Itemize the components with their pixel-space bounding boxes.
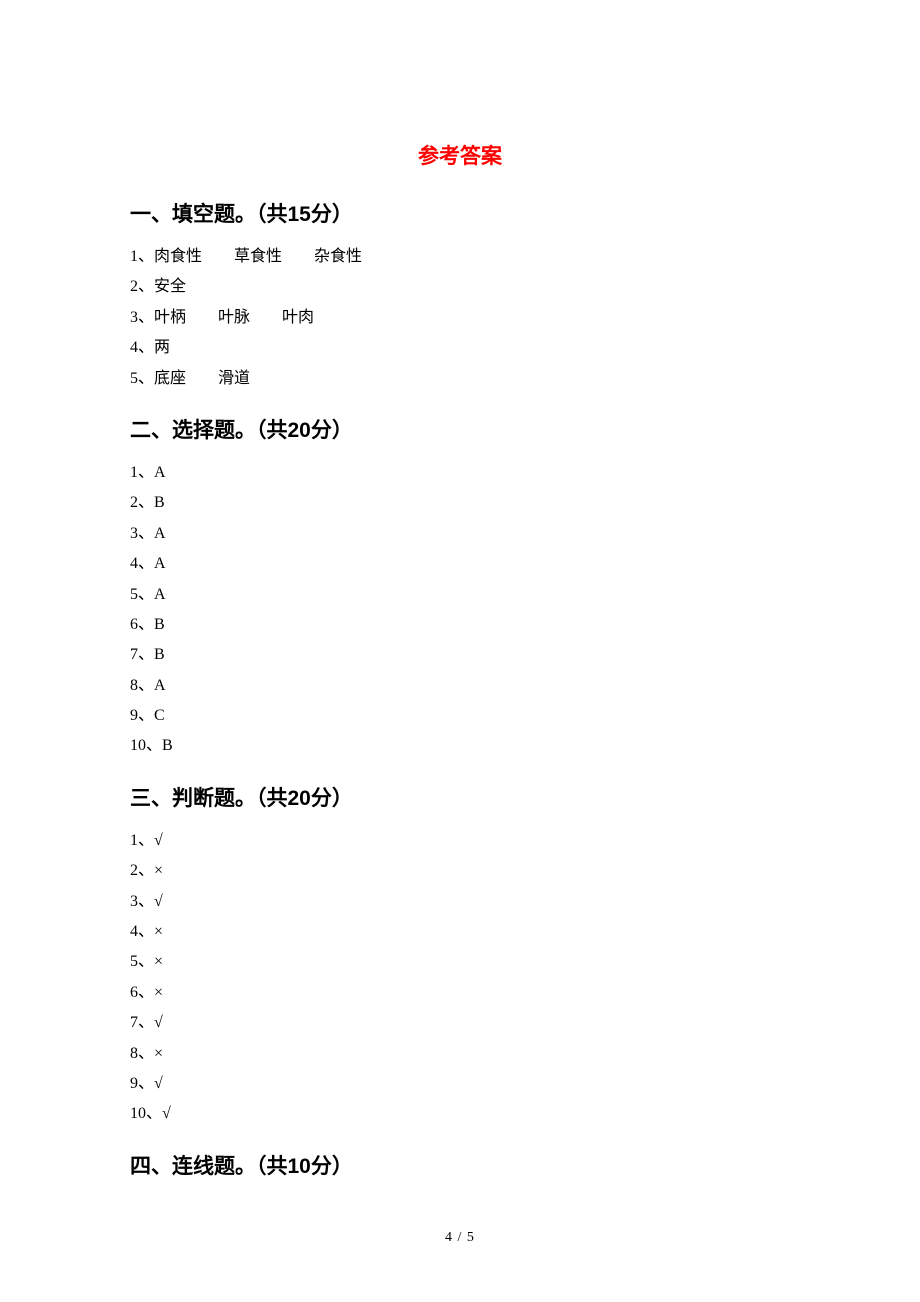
item-number: 5、: [130, 586, 154, 603]
choice-item: 7、B: [130, 640, 790, 670]
answer-text: ×: [154, 984, 163, 1001]
section-judge: 三、判断题。（共20分） 1、√ 2、× 3、√ 4、× 5、× 6、× 7、√…: [130, 782, 790, 1130]
answer-text: B: [162, 737, 173, 754]
answer-text: A: [154, 677, 166, 694]
answer-text: ×: [154, 862, 163, 879]
item-number: 7、: [130, 1014, 154, 1031]
judge-item: 1、√: [130, 826, 790, 856]
answer-text: A: [154, 525, 166, 542]
fill-blank-item: 4、两: [130, 333, 790, 363]
item-number: 1、: [130, 248, 154, 265]
item-number: 1、: [130, 464, 154, 481]
item-number: 4、: [130, 923, 154, 940]
answer-text: ×: [154, 1045, 163, 1062]
judge-item: 10、√: [130, 1099, 790, 1129]
section-heading-match: 四、连线题。（共10分）: [130, 1150, 790, 1180]
answer-text: A: [154, 555, 166, 572]
judge-item: 7、√: [130, 1008, 790, 1038]
judge-item: 6、×: [130, 978, 790, 1008]
section-heading-choice: 二、选择题。（共20分）: [130, 414, 790, 444]
item-number: 2、: [130, 278, 154, 295]
judge-item: 8、×: [130, 1039, 790, 1069]
answer-text: 两: [154, 339, 170, 356]
page-number: 4 / 5: [130, 1230, 790, 1246]
item-number: 10、: [130, 737, 162, 754]
item-number: 10、: [130, 1105, 162, 1122]
fill-blank-item: 2、安全: [130, 272, 790, 302]
choice-item: 8、A: [130, 671, 790, 701]
answer-text: 叶脉: [218, 309, 250, 326]
item-number: 8、: [130, 1045, 154, 1062]
fill-blank-item: 3、叶柄 叶脉 叶肉: [130, 303, 790, 333]
section-heading-fill-blank: 一、填空题。（共15分）: [130, 198, 790, 228]
item-number: 2、: [130, 494, 154, 511]
answer-text: 肉食性: [154, 248, 202, 265]
answer-text: √: [154, 1014, 163, 1031]
choice-item: 4、A: [130, 549, 790, 579]
answer-text: B: [154, 616, 165, 633]
item-number: 9、: [130, 1075, 154, 1092]
item-number: 5、: [130, 370, 154, 387]
judge-item: 3、√: [130, 887, 790, 917]
answer-text: C: [154, 707, 165, 724]
choice-item: 10、B: [130, 731, 790, 761]
item-number: 3、: [130, 525, 154, 542]
answer-text: B: [154, 646, 165, 663]
item-number: 3、: [130, 893, 154, 910]
answer-text: √: [162, 1105, 171, 1122]
answer-text: 滑道: [218, 370, 250, 387]
answer-text: 杂食性: [314, 248, 362, 265]
choice-item: 1、A: [130, 458, 790, 488]
answer-text: √: [154, 893, 163, 910]
judge-item: 4、×: [130, 917, 790, 947]
section-match: 四、连线题。（共10分）: [130, 1150, 790, 1180]
choice-item: 5、A: [130, 580, 790, 610]
section-heading-judge: 三、判断题。（共20分）: [130, 782, 790, 812]
item-number: 1、: [130, 832, 154, 849]
item-number: 4、: [130, 339, 154, 356]
answer-text: 叶肉: [282, 309, 314, 326]
judge-item: 2、×: [130, 856, 790, 886]
answer-text: ×: [154, 953, 163, 970]
fill-blank-item: 1、肉食性 草食性 杂食性: [130, 242, 790, 272]
item-number: 8、: [130, 677, 154, 694]
item-number: 6、: [130, 984, 154, 1001]
choice-item: 3、A: [130, 519, 790, 549]
answer-text: 底座: [154, 370, 186, 387]
answer-text: √: [154, 832, 163, 849]
answer-text: A: [154, 464, 166, 481]
answer-text: A: [154, 586, 166, 603]
section-choice: 二、选择题。（共20分） 1、A 2、B 3、A 4、A 5、A 6、B 7、B…: [130, 414, 790, 762]
answer-text: 安全: [154, 278, 186, 295]
choice-item: 6、B: [130, 610, 790, 640]
item-number: 4、: [130, 555, 154, 572]
page-title: 参考答案: [130, 140, 790, 170]
judge-item: 5、×: [130, 947, 790, 977]
item-number: 5、: [130, 953, 154, 970]
answer-text: ×: [154, 923, 163, 940]
item-number: 9、: [130, 707, 154, 724]
answer-text: 叶柄: [154, 309, 186, 326]
fill-blank-item: 5、底座 滑道: [130, 364, 790, 394]
item-number: 2、: [130, 862, 154, 879]
judge-item: 9、√: [130, 1069, 790, 1099]
answer-text: B: [154, 494, 165, 511]
item-number: 3、: [130, 309, 154, 326]
answer-text: 草食性: [234, 248, 282, 265]
answer-text: √: [154, 1075, 163, 1092]
item-number: 6、: [130, 616, 154, 633]
choice-item: 9、C: [130, 701, 790, 731]
section-fill-blank: 一、填空题。（共15分） 1、肉食性 草食性 杂食性 2、安全 3、叶柄 叶脉 叶肉 4…: [130, 198, 790, 394]
item-number: 7、: [130, 646, 154, 663]
choice-item: 2、B: [130, 488, 790, 518]
